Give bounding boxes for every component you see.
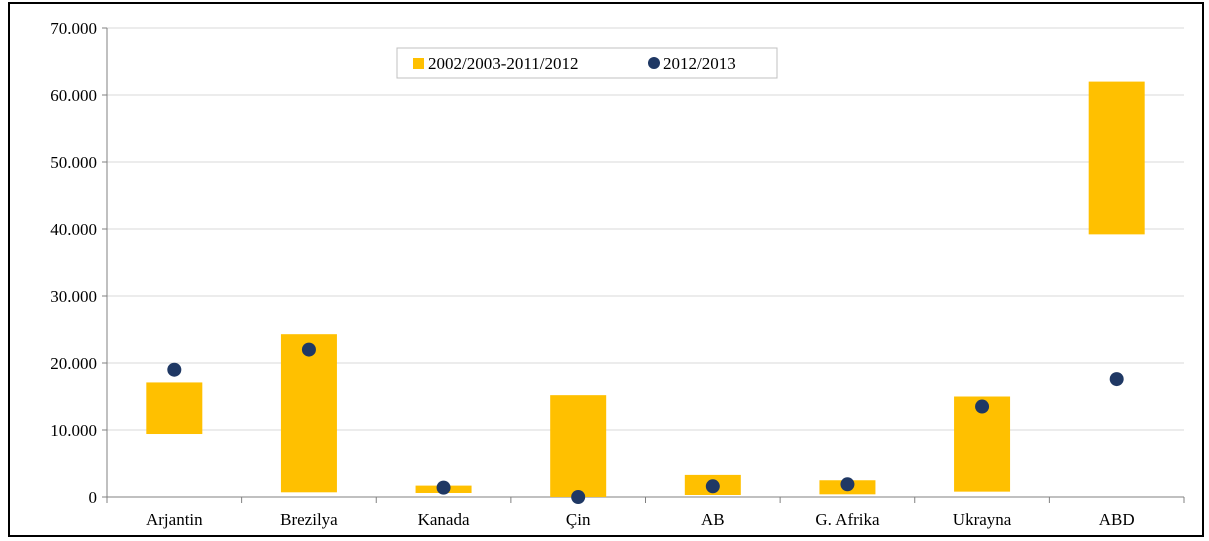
data-point	[975, 399, 990, 414]
y-tick-label: 20.000	[50, 354, 97, 373]
data-point	[571, 490, 586, 504]
y-tick-label: 0	[89, 488, 98, 507]
x-tick-label: Arjantin	[146, 510, 203, 529]
range-bars	[146, 81, 1145, 497]
axis-labels: 0 10.000 20.000 30.000 40.000 50.000 60.000 70.…	[50, 19, 1134, 529]
legend: 2002/2003-2011/2012 2012/2013	[396, 47, 778, 79]
data-point	[1109, 372, 1124, 387]
y-tick-label: 50.000	[50, 153, 97, 172]
x-tick-label: ABD	[1099, 510, 1135, 529]
y-tick-label: 70.000	[50, 19, 97, 38]
data-point	[301, 342, 316, 357]
legend-box	[396, 47, 778, 79]
y-tick-label: 60.000	[50, 86, 97, 105]
range-bar	[1088, 81, 1145, 235]
y-tick-label: 40.000	[50, 220, 97, 239]
data-point	[167, 362, 182, 377]
axes	[102, 27, 1185, 503]
legend-point-swatch	[648, 57, 660, 69]
x-tick-label: Kanada	[418, 510, 470, 529]
range-bar	[550, 395, 607, 497]
data-points	[167, 342, 1124, 504]
x-tick-label: Brezilya	[280, 510, 338, 529]
x-tick-label: Ukrayna	[953, 510, 1012, 529]
data-point	[436, 480, 451, 495]
x-tick-label: AB	[701, 510, 725, 529]
y-tick-label: 30.000	[50, 287, 97, 306]
x-tick-label: Çin	[566, 510, 591, 529]
y-tick-label: 10.000	[50, 421, 97, 440]
range-bar	[146, 382, 203, 435]
legend-bar-swatch	[413, 58, 424, 69]
legend-label-point: 2012/2013	[663, 54, 736, 73]
legend-label-range: 2002/2003-2011/2012	[428, 54, 578, 73]
range-bar	[280, 334, 337, 493]
gridlines	[107, 27, 1184, 431]
x-tick-label: G. Afrika	[815, 510, 880, 529]
data-point	[705, 479, 720, 494]
data-point	[840, 477, 855, 492]
